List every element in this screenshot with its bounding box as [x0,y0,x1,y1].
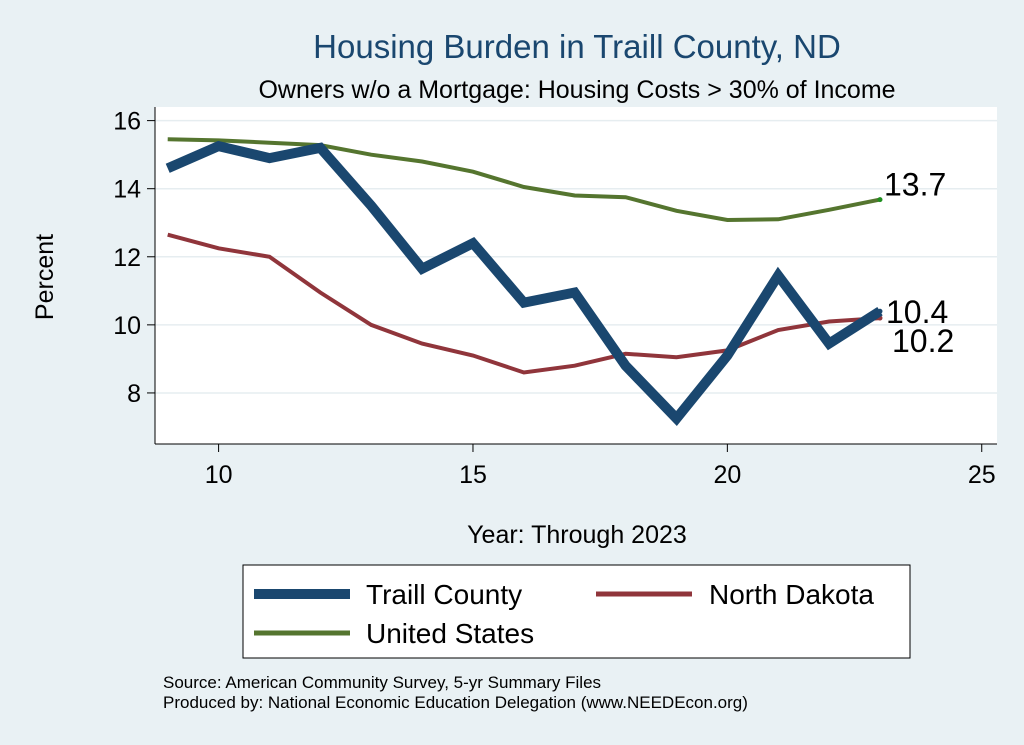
series-layer [165,137,883,427]
x-tick-label-15: 15 [459,461,487,489]
tick-layer: 8 10 12 14 16 10 15 20 25 [113,108,995,489]
series-line-north-dakota [167,232,881,375]
series-line-united-states [167,137,881,223]
chart-title: Housing Burden in Traill County, ND [313,28,841,65]
y-axis-title: Percent [31,234,59,320]
y-tick-label-8: 8 [127,380,141,408]
y-tick-label-14: 14 [113,176,141,204]
x-tick-label-25: 25 [968,461,996,489]
end-label-traill-county: 10.4 [886,294,948,330]
legend-label-united-states: United States [366,618,534,649]
series-end-point-traill-county [877,308,883,314]
producer-note: Produced by: National Economic Education… [163,693,748,712]
x-tick-label-20: 20 [713,461,741,489]
legend: Traill County North Dakota United States [242,564,911,659]
legend-label-north-dakota: North Dakota [709,579,874,610]
series-end-point-united-states [877,197,883,203]
source-note: Source: American Community Survey, 5-yr … [163,673,601,692]
end-label-north-dakota: 10.2 [892,323,954,359]
legend-box [242,564,911,659]
y-tick-label-16: 16 [113,108,141,136]
end-label-layer: 10.410.2 13.7 [884,167,954,359]
chart-subtitle: Owners w/o a Mortgage: Housing Costs > 3… [258,76,895,104]
legend-label-traill-county: Traill County [366,579,522,610]
end-label-united-states: 13.7 [884,167,946,203]
series-line-traill-county [165,140,883,427]
y-tick-label-12: 12 [113,244,141,272]
y-tick-label-10: 10 [113,312,141,340]
x-tick-label-10: 10 [205,461,233,489]
x-axis-title: Year: Through 2023 [467,521,687,549]
